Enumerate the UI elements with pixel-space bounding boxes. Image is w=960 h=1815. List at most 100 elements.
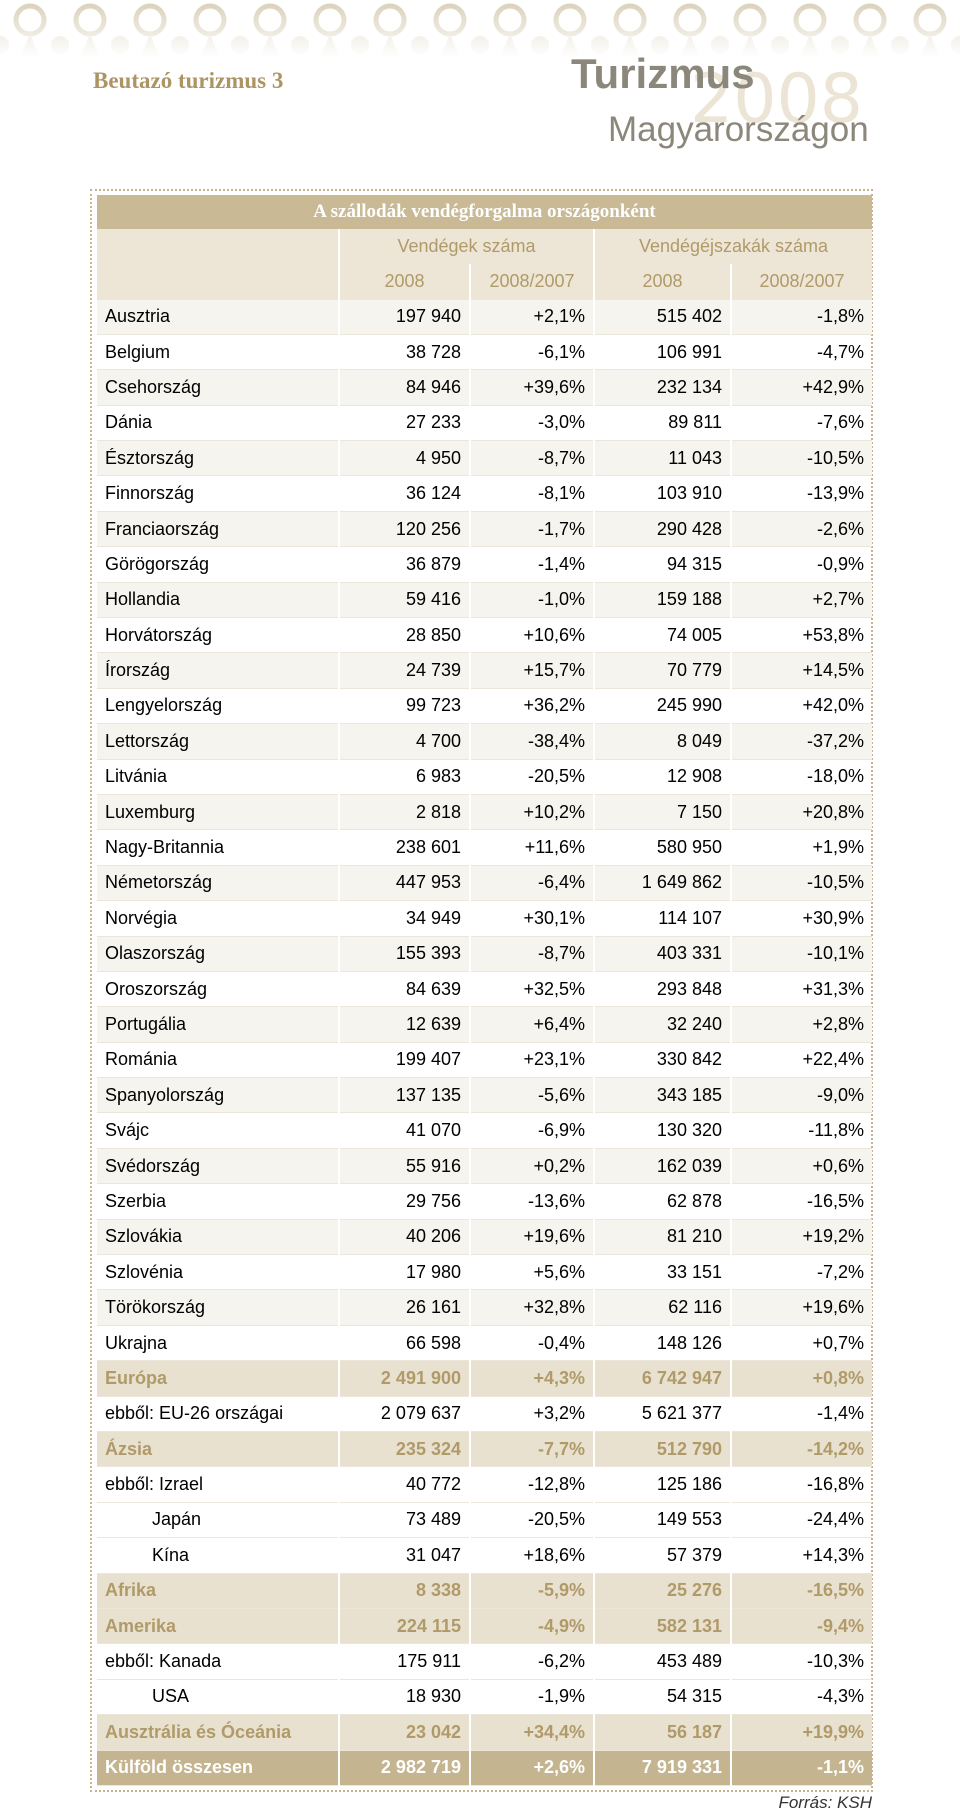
cell: 66 598 (338, 1325, 470, 1362)
cell: 199 407 (338, 1042, 470, 1079)
cell: 36 879 (338, 546, 470, 583)
cell: Portugália (95, 1006, 339, 1043)
cell: Japán (95, 1502, 339, 1539)
cell: -10,5% (730, 865, 872, 902)
country-row: Törökország 26 161 +32,8% 62 116 +19,6% (95, 1289, 872, 1326)
cell: Franciaország (95, 511, 339, 548)
cell: -13,9% (730, 475, 872, 512)
cell: -0,9% (730, 546, 872, 583)
cell: 12 908 (593, 759, 731, 795)
cell: -13,6% (469, 1183, 594, 1220)
cell: Szlovénia (95, 1254, 339, 1291)
cell: 40 206 (338, 1219, 470, 1256)
cell: 70 779 (593, 652, 731, 689)
cell: -4,9% (469, 1608, 594, 1645)
cell: 2008/2007 (730, 264, 872, 300)
cell: -8,7% (469, 440, 594, 477)
country-row: Észtország 4 950 -8,7% 11 043 -10,5% (95, 440, 872, 477)
cell: 2 818 (338, 794, 470, 831)
cell: 235 324 (338, 1431, 470, 1468)
country-row: Litvánia 6 983 -20,5% 12 908 -18,0% (95, 759, 872, 795)
cell: Dánia (95, 405, 339, 442)
cell: Lengyelország (95, 688, 339, 725)
cell: -5,6% (469, 1077, 594, 1114)
cell: 99 723 (338, 688, 470, 725)
cell: 238 601 (338, 829, 470, 866)
table-frame (90, 189, 873, 1792)
cell: +19,2% (730, 1219, 872, 1256)
cell: -7,6% (730, 405, 872, 442)
cell: 453 489 (593, 1643, 731, 1680)
cell: 175 911 (338, 1643, 470, 1680)
cell: 582 131 (593, 1608, 731, 1645)
cell: Ázsia (95, 1431, 339, 1468)
country-row: Szerbia 29 756 -13,6% 62 878 -16,5% (95, 1183, 872, 1220)
cell (95, 264, 339, 300)
cell: 24 739 (338, 652, 470, 689)
region-total-row: Ausztrália és Óceánia 23 042 +34,4% 56 187 +… (95, 1714, 872, 1751)
year-header-row: 2008 2008/2007 2008 2008/2007 (95, 264, 872, 300)
cell: +39,6% (469, 369, 594, 406)
country-row: Luxemburg 2 818 +10,2% 7 150 +20,8% (95, 794, 872, 831)
country-row: Finnország 36 124 -8,1% 103 910 -13,9% (95, 475, 872, 512)
cell: -4,3% (730, 1679, 872, 1716)
cell: 62 116 (593, 1289, 731, 1326)
cell: 197 940 (338, 299, 470, 335)
title-row: A szállodák vendégforgalma országonként (95, 195, 872, 230)
cell: +22,4% (730, 1042, 872, 1079)
cell: 149 553 (593, 1502, 731, 1539)
cell: 2 491 900 (338, 1360, 470, 1397)
cell: 28 850 (338, 617, 470, 654)
cell: +2,7% (730, 582, 872, 619)
cell: 8 338 (338, 1573, 470, 1609)
cell: +30,9% (730, 900, 872, 937)
cell: 1 649 862 (593, 865, 731, 902)
cell: 89 811 (593, 405, 731, 442)
cell: 232 134 (593, 369, 731, 406)
cell: 81 210 (593, 1219, 731, 1256)
cell: -10,5% (730, 440, 872, 477)
country-row: Norvégia 34 949 +30,1% 114 107 +30,9% (95, 900, 872, 937)
cell: Luxemburg (95, 794, 339, 831)
cell: 32 240 (593, 1006, 731, 1043)
cell: 447 953 (338, 865, 470, 902)
cell: +5,6% (469, 1254, 594, 1291)
country-row: Németország 447 953 -6,4% 1 649 862 -10,5% (95, 865, 872, 902)
cell: Külföld összesen (95, 1750, 339, 1786)
cell: +10,2% (469, 794, 594, 831)
cell: 4 950 (338, 440, 470, 477)
cell: 55 916 (338, 1148, 470, 1185)
cell: +32,5% (469, 971, 594, 1008)
cell: 57 379 (593, 1537, 731, 1574)
cell: Németország (95, 865, 339, 902)
cell: Belgium (95, 334, 339, 371)
cell: 290 428 (593, 511, 731, 548)
cell: 580 950 (593, 829, 731, 866)
cell: +14,5% (730, 652, 872, 689)
cell: 29 756 (338, 1183, 470, 1220)
cell: -38,4% (469, 723, 594, 760)
cell: +23,1% (469, 1042, 594, 1079)
cell: Nagy-Britannia (95, 829, 339, 866)
region-detail-row: Japán 73 489 -20,5% 149 553 -24,4% (95, 1502, 872, 1539)
cell: +19,9% (730, 1714, 872, 1751)
cell: Európa (95, 1360, 339, 1397)
cell: Kína (95, 1537, 339, 1574)
cell: -9,4% (730, 1608, 872, 1645)
cell: Norvégia (95, 900, 339, 937)
country-row: Horvátország 28 850 +10,6% 74 005 +53,8% (95, 617, 872, 654)
cell: +53,8% (730, 617, 872, 654)
cell: -0,4% (469, 1325, 594, 1362)
cell: 27 233 (338, 405, 470, 442)
cell: Írország (95, 652, 339, 689)
cell: -6,9% (469, 1112, 594, 1149)
country-row: Franciaország 120 256 -1,7% 290 428 -2,6% (95, 511, 872, 548)
cell: -20,5% (469, 1502, 594, 1539)
cell: 114 107 (593, 900, 731, 937)
cell: 56 187 (593, 1714, 731, 1751)
cell: +6,4% (469, 1006, 594, 1043)
cell: Lettország (95, 723, 339, 760)
cell: -9,0% (730, 1077, 872, 1114)
country-row: Írország 24 739 +15,7% 70 779 +14,5% (95, 652, 872, 689)
cell: -8,1% (469, 475, 594, 512)
